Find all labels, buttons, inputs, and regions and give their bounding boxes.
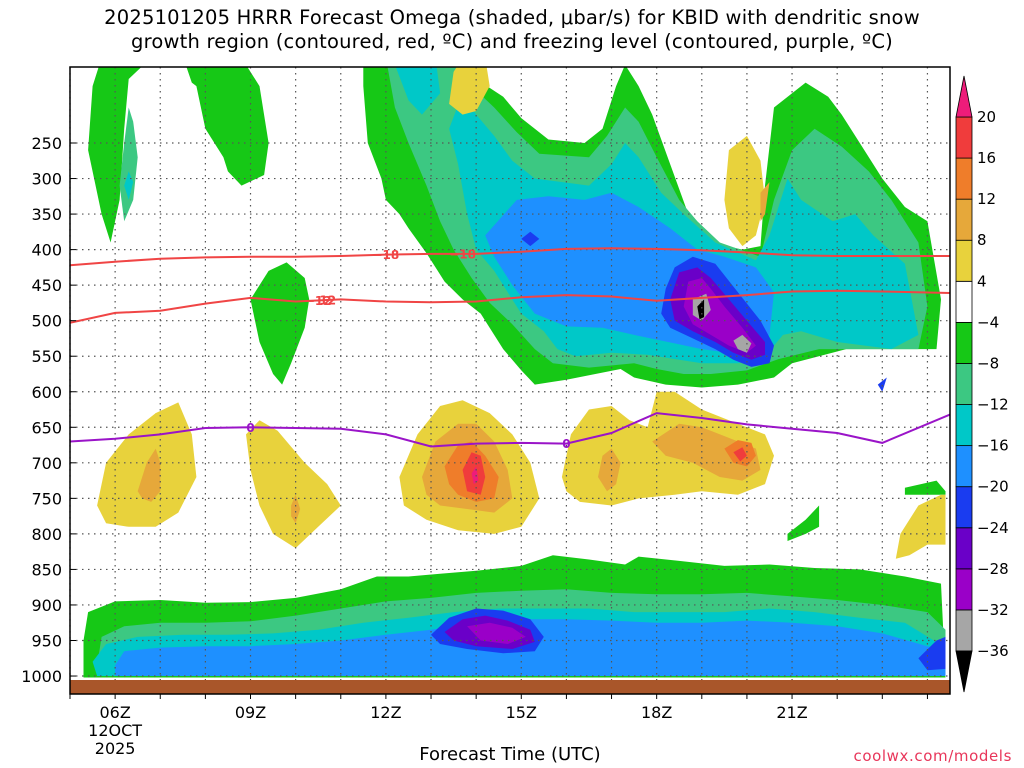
omega-region <box>697 299 705 320</box>
contour-line <box>70 289 950 324</box>
omega-region <box>724 135 765 247</box>
pressure-tick-label: 500 <box>31 312 62 331</box>
omega-region <box>250 262 310 385</box>
omega-shaded-fields <box>83 67 946 678</box>
pressure-tick-label: 850 <box>31 560 62 579</box>
colorbar-label: −16 <box>977 437 1009 455</box>
pressure-tick-label: 400 <box>31 241 62 260</box>
colorbar-label: −12 <box>977 396 1009 414</box>
date-label: 12OCT <box>88 721 142 740</box>
chart-title: 2025101205 HRRR Forecast Omega (shaded, … <box>0 6 1024 54</box>
contour-label: −12 <box>309 294 336 308</box>
colorbar-label: −24 <box>977 519 1009 537</box>
colorbar-segment <box>955 363 973 405</box>
contour-label: −18 <box>373 248 400 262</box>
pressure-tick-label: 800 <box>31 525 62 544</box>
omega-region <box>918 636 946 671</box>
omega-region <box>598 448 621 492</box>
colorbar-label: 12 <box>977 190 996 208</box>
pressure-tick-label: 550 <box>31 347 62 366</box>
colorbar-bottom-arrow <box>955 650 973 693</box>
omega-region <box>760 182 770 222</box>
omega-region <box>904 480 946 495</box>
time-tick-label: 15Z <box>506 703 537 722</box>
omega-region <box>733 447 747 462</box>
time-tick-label: 21Z <box>776 703 807 722</box>
colorbar-segment <box>955 116 973 159</box>
colorbar-label: −20 <box>977 478 1009 496</box>
omega-colorbar: 20 16 12 8 4 −4 −8 −12 −16 −20 −24 −28 −32 −36 <box>955 75 1009 693</box>
pressure-tick-label: 900 <box>31 596 62 615</box>
pressure-axis: 250 300 350 400 450 500 550 600 650 700 750 800 850 9… <box>21 134 76 686</box>
pressure-tick-label: 350 <box>31 205 62 224</box>
chart-title-line-1: 2025101205 HRRR Forecast Omega (shaded, … <box>104 6 920 29</box>
omega-region <box>119 107 138 222</box>
omega-region <box>521 231 540 247</box>
contour-label: −12 <box>305 294 332 308</box>
year-label: 2025 <box>95 739 136 758</box>
colorbar-label: −8 <box>977 354 999 372</box>
contour-label: 0 <box>246 421 254 435</box>
omega-region <box>137 448 161 502</box>
colorbar-segment <box>955 486 973 529</box>
colorbar-segment <box>955 198 973 241</box>
omega-region <box>449 67 490 115</box>
colorbar-label: −32 <box>977 601 1009 619</box>
time-tick-label: 09Z <box>235 703 266 722</box>
source-credit: coolwx.com/models <box>853 747 1012 765</box>
x-axis-label: Forecast Time (UTC) <box>419 744 601 765</box>
pressure-tick-label: 700 <box>31 454 62 473</box>
time-tick-label: 06Z <box>99 703 130 722</box>
omega-region <box>467 622 526 644</box>
chart-title-line-2: growth region (contoured, red, ºC) and f… <box>131 30 893 53</box>
colorbar-segment <box>955 445 973 488</box>
omega-region <box>291 494 301 524</box>
omega-region <box>733 334 752 353</box>
colorbar-segment <box>955 404 973 447</box>
contour-label: −18 <box>449 247 476 261</box>
colorbar-label: 20 <box>977 108 996 126</box>
colorbar-label: −36 <box>977 642 1009 660</box>
omega-region <box>877 377 887 392</box>
omega-region <box>787 505 820 541</box>
omega-region <box>652 423 761 481</box>
omega-region <box>88 67 269 243</box>
pressure-tick-label: 450 <box>31 276 62 295</box>
pressure-tick-label: 650 <box>31 418 62 437</box>
colorbar-label: 16 <box>977 149 996 167</box>
grid-lines <box>69 67 950 680</box>
colorbar-segment <box>955 280 973 323</box>
contour-label: 0 <box>562 437 570 451</box>
temperature-contours: −18 −18 −12−12 0 0 <box>70 247 950 451</box>
pressure-tick-label: 250 <box>31 134 62 153</box>
pressure-tick-label: 750 <box>31 489 62 508</box>
pressure-tick-label: 950 <box>31 631 62 650</box>
time-tick-label: 12Z <box>370 703 401 722</box>
pressure-tick-label: 600 <box>31 383 62 402</box>
ground-surface <box>70 680 950 694</box>
colorbar-segment <box>955 239 973 282</box>
colorbar-segment <box>955 157 973 200</box>
colorbar-label: −4 <box>977 313 999 331</box>
omega-region <box>395 67 441 115</box>
pressure-tick-label: 1000 <box>21 667 62 686</box>
contour-line <box>70 247 950 267</box>
plot-frame <box>69 66 951 695</box>
colorbar-label: 4 <box>977 272 987 290</box>
colorbar-segment <box>955 609 973 652</box>
pressure-tick-label: 300 <box>31 170 62 189</box>
contour-line <box>70 412 950 448</box>
colorbar-segment <box>955 527 973 570</box>
omega-region <box>246 420 341 549</box>
colorbar-label: −28 <box>977 560 1009 578</box>
time-tick-label: 18Z <box>641 703 672 722</box>
colorbar-label: 8 <box>977 231 987 249</box>
colorbar-top-arrow <box>955 75 973 118</box>
colorbar-segment <box>955 568 973 611</box>
omega-region <box>895 494 946 559</box>
colorbar-segment <box>955 321 973 364</box>
omega-region <box>471 466 479 485</box>
